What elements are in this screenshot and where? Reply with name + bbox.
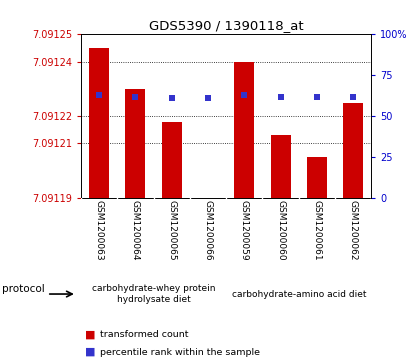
- Text: protocol: protocol: [2, 284, 45, 294]
- Bar: [343, 103, 363, 198]
- Text: GSM1200061: GSM1200061: [312, 200, 322, 261]
- Text: GSM1200060: GSM1200060: [276, 200, 285, 261]
- Text: percentile rank within the sample: percentile rank within the sample: [100, 348, 260, 356]
- Text: ■: ■: [85, 330, 95, 340]
- Title: GDS5390 / 1390118_at: GDS5390 / 1390118_at: [149, 19, 303, 32]
- Bar: [198, 198, 218, 231]
- Bar: [307, 157, 327, 198]
- Text: transformed count: transformed count: [100, 330, 188, 339]
- Text: GSM1200065: GSM1200065: [167, 200, 176, 261]
- Bar: [234, 62, 254, 198]
- Text: GSM1200063: GSM1200063: [95, 200, 104, 261]
- Bar: [271, 135, 290, 198]
- Text: GSM1200064: GSM1200064: [131, 200, 140, 261]
- Bar: [125, 89, 145, 198]
- Text: carbohydrate-whey protein
hydrolysate diet: carbohydrate-whey protein hydrolysate di…: [92, 284, 215, 304]
- Text: carbohydrate-amino acid diet: carbohydrate-amino acid diet: [232, 290, 366, 298]
- Bar: [89, 48, 109, 198]
- Text: GSM1200062: GSM1200062: [349, 200, 358, 261]
- Bar: [162, 122, 182, 198]
- Text: ■: ■: [85, 347, 95, 357]
- Text: GSM1200059: GSM1200059: [240, 200, 249, 261]
- Text: GSM1200066: GSM1200066: [203, 200, 212, 261]
